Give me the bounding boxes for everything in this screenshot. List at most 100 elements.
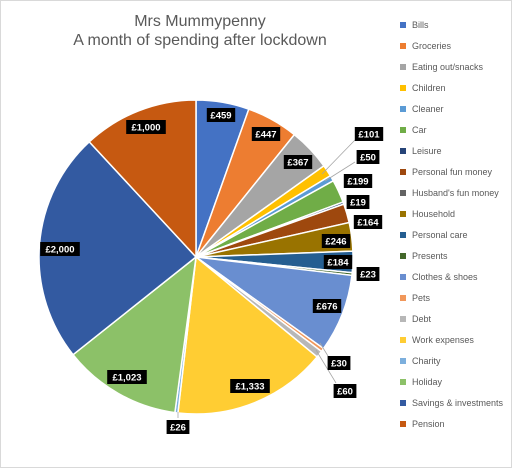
data-label-text: £1,333 (235, 382, 264, 393)
legend-label: Personal fun money (412, 167, 493, 177)
legend-item-car: Car (400, 123, 427, 137)
legend-swatch (400, 337, 406, 343)
data-label-box (327, 356, 351, 370)
legend-label: Savings & investments (412, 398, 504, 408)
data-label-text: £19 (350, 198, 366, 209)
data-label-charity: £26 (166, 420, 190, 434)
legend-item-leisure: Leisure (400, 144, 442, 158)
legend-label: Personal care (412, 230, 468, 240)
legend-item-cleaner: Cleaner (400, 102, 444, 116)
data-label-text: £101 (358, 130, 380, 141)
data-label-box (126, 120, 166, 134)
data-label-box (353, 215, 383, 229)
legend-swatch (400, 379, 406, 385)
data-label-household: £246 (321, 234, 351, 248)
legend-label: Groceries (412, 41, 452, 51)
legend-swatch (400, 400, 406, 406)
pie-slice-holiday (72, 255, 197, 414)
legend-item-groceries: Groceries (400, 39, 451, 53)
legend-swatch (400, 232, 406, 238)
legend-item-presents: Presents (400, 249, 448, 263)
legend-item-pets: Pets (400, 291, 430, 305)
legend-label: Cleaner (412, 104, 444, 114)
data-label-text: £2,000 (45, 245, 74, 256)
data-label-text: £459 (210, 111, 231, 122)
legend-label: Work expenses (412, 335, 474, 345)
legend-swatch (400, 148, 406, 154)
legend-item-eating-out-snacks: Eating out/snacks (400, 60, 483, 74)
legend-swatch (400, 316, 406, 322)
legend-label: Eating out/snacks (412, 62, 484, 72)
pie-slice-savings-investments (38, 140, 198, 356)
legend-item-work-expenses: Work expenses (400, 333, 474, 347)
legend-item-husband-s-fun-money: Husband's fun money (400, 186, 499, 200)
data-label-eating-out-snacks: £367 (283, 155, 313, 169)
data-label-text: £164 (357, 218, 379, 229)
legend-item-household: Household (400, 207, 455, 221)
legend-swatch (400, 211, 406, 217)
data-label-cleaner: £50 (356, 150, 380, 164)
legend-swatch (400, 43, 406, 49)
data-label-text: £447 (255, 130, 276, 141)
data-label-box (166, 420, 190, 434)
legend-swatch (400, 421, 406, 427)
data-label-text: £1,000 (131, 123, 160, 134)
legend-label: Leisure (412, 146, 442, 156)
legend-label: Husband's fun money (412, 188, 499, 198)
data-label-text: £1,023 (112, 373, 141, 384)
data-label-clothes-shoes: £676 (312, 299, 342, 313)
data-label-debt: £60 (333, 384, 357, 398)
pie-slice-pension (88, 99, 197, 259)
data-label-car: £199 (343, 174, 373, 188)
data-label-text: £676 (316, 302, 337, 313)
legend-swatch (400, 169, 406, 175)
legend-label: Pets (412, 293, 431, 303)
legend-label: Clothes & shoes (412, 272, 478, 282)
legend-label: Bills (412, 20, 429, 30)
legend-item-bills: Bills (400, 18, 429, 32)
chart-title: Mrs Mummypenny (134, 13, 266, 30)
legend-swatch (400, 64, 406, 70)
data-label-text: £60 (337, 387, 353, 398)
legend-swatch (400, 190, 406, 196)
data-label-text: £246 (325, 237, 346, 248)
legend-swatch (400, 253, 406, 259)
data-label-box (343, 174, 373, 188)
pie-slice-work-expenses (177, 255, 319, 415)
data-label-text: £26 (170, 423, 186, 434)
legend-label: Presents (412, 251, 448, 261)
data-label-box (346, 195, 370, 209)
legend-swatch (400, 22, 406, 28)
data-label-box (230, 379, 270, 393)
legend-swatch (400, 358, 406, 364)
data-label-bills: £459 (206, 108, 236, 122)
legend-item-children: Children (400, 81, 446, 95)
data-label-pension: £1,000 (126, 120, 166, 134)
data-label-box (356, 267, 380, 281)
legend-item-personal-care: Personal care (400, 228, 468, 242)
data-label-personal-fun-money: £164 (353, 215, 383, 229)
data-label-box (107, 370, 147, 384)
legend-swatch (400, 85, 406, 91)
data-label-pets: £30 (327, 356, 351, 370)
leader-line-cleaner (324, 161, 356, 182)
leader-line-pets (319, 342, 329, 357)
legend-swatch (400, 127, 406, 133)
legend-label: Holiday (412, 377, 443, 387)
chart-subtitle: A month of spending after lockdown (73, 32, 327, 49)
data-label-text: £184 (327, 258, 349, 269)
legend-swatch (400, 295, 406, 301)
data-label-work-expenses: £1,333 (230, 379, 270, 393)
data-label-box (354, 127, 384, 141)
data-label-box (321, 234, 351, 248)
legend-item-pension: Pension (400, 417, 445, 431)
legend-item-charity: Charity (400, 354, 441, 368)
data-label-text: £30 (331, 359, 347, 370)
leader-line-children (321, 139, 356, 175)
legend-swatch (400, 274, 406, 280)
data-label-groceries: £447 (251, 127, 281, 141)
legend-item-clothes-shoes: Clothes & shoes (400, 270, 478, 284)
legend-item-personal-fun-money: Personal fun money (400, 165, 492, 179)
data-label-box (312, 299, 342, 313)
